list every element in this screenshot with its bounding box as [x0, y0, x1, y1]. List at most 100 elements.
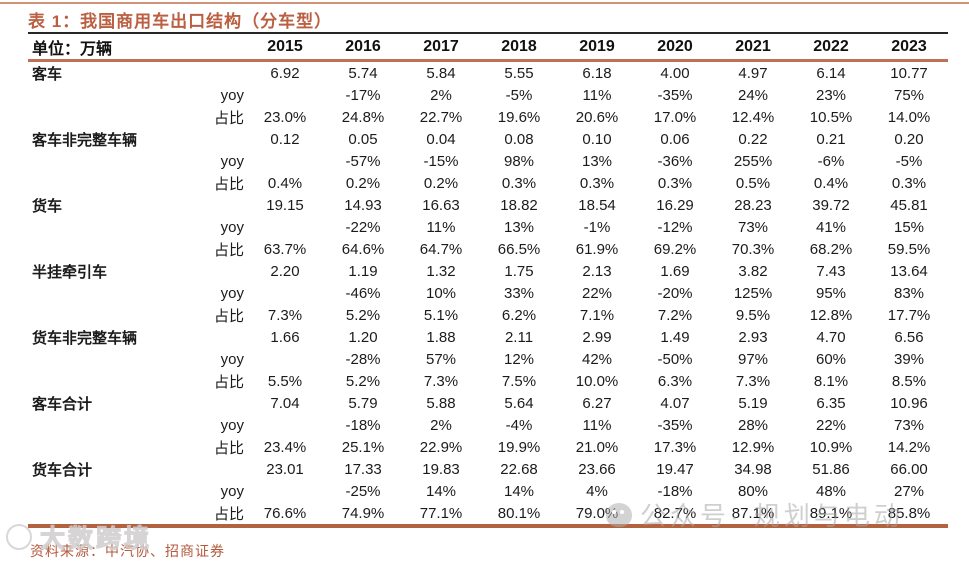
row-label [28, 150, 178, 172]
value-cell: 22.68 [500, 460, 538, 478]
row-label: 客车非完整车辆 [32, 131, 138, 149]
yoy-cell [246, 282, 324, 304]
vehicle-type-row: 货车非完整车辆 1.66 1.20 1.88 2.11 2.99 1.49 2.93 4.70 6… [28, 326, 948, 348]
share-cell: 61.9% [575, 240, 619, 258]
vehicle-type-row: 客车 6.92 5.74 5.84 5.55 6.18 4.00 4.97 6.14 10.77 [28, 61, 948, 85]
yoy-row: yoy -22% 11% 13% -1% -12% 73% 41% 15% [28, 216, 948, 238]
yoy-cell: 11% [426, 218, 456, 236]
yoy-row: yoy -28% 57% 12% 42% -50% 97% 60% 39% [28, 348, 948, 370]
yoy-row: yoy -57% -15% 98% 13% -36% 255% -6% -5% [28, 150, 948, 172]
share-cell: 20.6% [575, 108, 619, 126]
year-header: 2019 [579, 37, 615, 55]
yoy-cell: 73% [738, 218, 769, 236]
value-cell: 2.20 [270, 262, 300, 280]
share-row: 占比 76.6% 74.9% 77.1% 80.1% 79.0% 82.7% 87.1% 89.… [28, 502, 948, 526]
share-cell: 23.0% [263, 108, 307, 126]
share-cell: 79.0% [575, 504, 619, 522]
share-cell: 59.5% [887, 240, 931, 258]
row-label [28, 348, 178, 370]
row-label: 半挂牵引车 [32, 263, 108, 281]
share-cell: 0.2% [423, 174, 459, 192]
row-sub-label [178, 61, 246, 85]
row-label [28, 84, 178, 106]
value-cell: 0.21 [816, 130, 846, 148]
row-label: 货车 [32, 197, 63, 215]
value-cell: 66.00 [890, 460, 928, 478]
source-note: 资料来源：中汽协、招商证券 [30, 543, 225, 559]
yoy-cell: -6% [817, 152, 845, 170]
year-header: 2020 [657, 37, 693, 55]
yoy-cell: -46% [345, 284, 381, 302]
row-sub-label: yoy [220, 482, 245, 500]
yoy-cell: 22% [816, 416, 847, 434]
yoy-cell: 12% [504, 350, 535, 368]
value-cell: 0.04 [426, 130, 456, 148]
row-sub-label [178, 326, 246, 348]
share-cell: 0.2% [345, 174, 381, 192]
value-cell: 28.23 [734, 196, 772, 214]
row-sub-label: yoy [220, 284, 245, 302]
share-cell: 76.6% [263, 504, 307, 522]
top-rule [0, 2, 969, 4]
share-cell: 5.1% [423, 306, 459, 324]
value-cell: 5.84 [426, 64, 456, 82]
row-sub-label [178, 194, 246, 216]
value-cell: 0.08 [504, 130, 534, 148]
row-label [28, 106, 178, 128]
row-sub-label: 占比 [214, 241, 245, 259]
value-cell: 7.43 [816, 262, 846, 280]
yoy-cell: 33% [504, 284, 535, 302]
value-cell: 2.99 [582, 328, 612, 346]
share-cell: 74.9% [341, 504, 385, 522]
share-cell: 80.1% [497, 504, 541, 522]
yoy-cell [246, 84, 324, 106]
row-label: 货车非完整车辆 [32, 329, 138, 347]
row-sub-label: yoy [220, 416, 245, 434]
row-sub-label: 占比 [214, 505, 245, 523]
value-cell: 6.35 [816, 394, 846, 412]
share-cell: 12.4% [731, 108, 775, 126]
year-header: 2021 [735, 37, 771, 55]
yoy-cell: -17% [345, 86, 381, 104]
share-row: 占比 63.7% 64.6% 64.7% 66.5% 61.9% 69.2% 70.3% 68.… [28, 238, 948, 260]
table-body: 客车 6.92 5.74 5.84 5.55 6.18 4.00 4.97 6.14 10.77 y… [28, 61, 949, 526]
value-cell: 34.98 [734, 460, 772, 478]
year-header: 2016 [345, 37, 381, 55]
share-cell: 14.0% [887, 108, 931, 126]
yoy-cell: -5% [505, 86, 533, 104]
row-label [28, 238, 178, 260]
row-sub-label: yoy [220, 218, 245, 236]
yoy-cell: -4% [505, 416, 533, 434]
vehicle-type-row: 货车合计 23.01 17.33 19.83 22.68 23.66 19.47 34.98 5… [28, 458, 948, 480]
share-cell: 17.7% [887, 306, 931, 324]
value-cell: 16.63 [422, 196, 460, 214]
row-label [28, 480, 178, 502]
value-cell: 0.06 [660, 130, 690, 148]
value-cell: 1.49 [660, 328, 690, 346]
share-cell: 5.2% [345, 372, 381, 390]
yoy-cell: 4% [586, 482, 608, 500]
value-cell: 6.56 [894, 328, 924, 346]
yoy-cell [246, 150, 324, 172]
value-cell: 16.29 [656, 196, 694, 214]
value-cell: 14.93 [344, 196, 382, 214]
yoy-cell: 48% [816, 482, 847, 500]
value-cell: 45.81 [890, 196, 928, 214]
yoy-cell: 11% [582, 416, 612, 434]
yoy-cell: -28% [345, 350, 381, 368]
value-cell: 19.83 [422, 460, 460, 478]
yoy-cell: -25% [345, 482, 381, 500]
value-cell: 51.86 [812, 460, 850, 478]
share-cell: 19.6% [497, 108, 541, 126]
share-cell: 7.1% [579, 306, 615, 324]
unit-label: 单位：万辆 [32, 40, 113, 58]
row-sub-label: 占比 [214, 439, 245, 457]
value-cell: 0.12 [270, 130, 300, 148]
share-row: 占比 23.4% 25.1% 22.9% 19.9% 21.0% 17.3% 12.9% 10.… [28, 436, 948, 458]
yoy-cell: 22% [582, 284, 613, 302]
value-cell: 5.79 [348, 394, 378, 412]
value-cell: 2.13 [582, 262, 612, 280]
value-cell: 1.66 [270, 328, 300, 346]
value-cell: 10.77 [890, 64, 928, 82]
